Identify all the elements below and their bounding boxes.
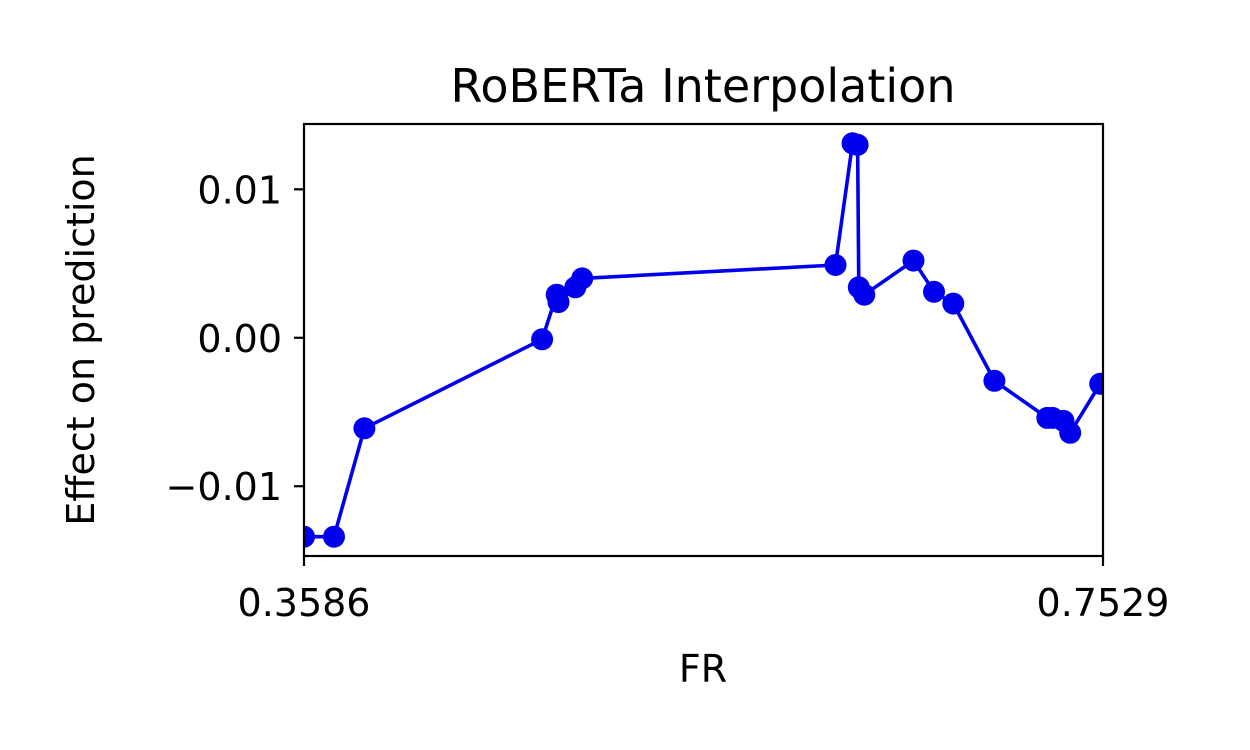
plot-frame	[302, 122, 1105, 558]
x-tick-label: 0.3586	[238, 581, 371, 625]
data-point	[942, 292, 965, 315]
data-point	[571, 267, 594, 290]
y-axis: 0.01 0.00 −0.01	[166, 168, 304, 509]
y-axis-label: Effect on prediction	[59, 154, 103, 526]
data-point	[846, 133, 869, 156]
y-tick-label: 0.01	[197, 168, 282, 212]
x-axis-label: FR	[679, 647, 727, 691]
data-point	[853, 283, 876, 306]
y-tick-label: −0.01	[166, 465, 282, 509]
data-point	[923, 280, 945, 303]
data-point	[1089, 372, 1103, 395]
x-axis: 0.3586 0.7529	[238, 556, 1170, 625]
x-tick-label: 0.7529	[1037, 581, 1170, 625]
data-point	[902, 249, 925, 272]
data-point	[547, 291, 570, 314]
data-point	[1059, 421, 1082, 444]
data-point	[983, 369, 1006, 392]
data-point	[304, 525, 315, 548]
data-point	[353, 417, 376, 440]
plot-area	[304, 132, 1103, 548]
data-point	[824, 254, 847, 276]
series-line	[304, 141, 1102, 539]
data-point	[323, 525, 345, 548]
chart-title: RoBERTa Interpolation	[451, 59, 956, 113]
data-point	[531, 328, 554, 351]
y-tick-label: 0.00	[197, 317, 282, 361]
